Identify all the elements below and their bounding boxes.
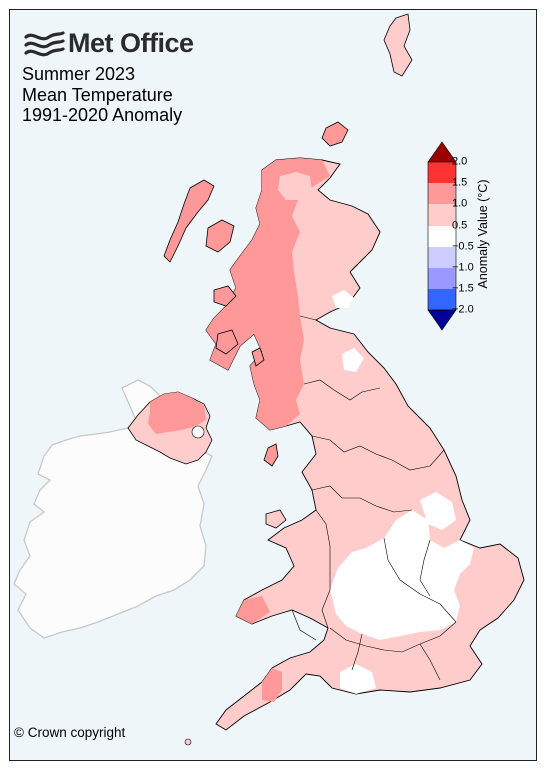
borders-neutral-patch [342,348,364,372]
anglesey [265,509,287,529]
scotland-pale-patch [278,172,312,200]
outer-hebrides [163,179,215,263]
east-coast-neutral-patch [420,492,456,530]
pembrokeshire-warm-zone [236,596,270,624]
map-title: Summer 2023 Mean Temperature 1991-2020 A… [22,64,182,126]
met-office-waves-icon [24,30,65,56]
islay [215,329,239,355]
colorbar-tick: −2.0 [452,303,474,316]
regional-boundaries [291,315,457,681]
colorbar-bin-minus-0.5-1.0 [428,247,456,268]
title-line-1: Summer 2023 [22,64,136,84]
colorbar-tick: −1.5 [452,282,474,295]
colorbar-tick: 2.0 [452,155,468,168]
colorbar-bin-minus-1.0-1.5 [428,268,456,289]
colorbar-tick: 1.0 [452,197,468,210]
colorbar-bin-1.5-2.0 [428,162,456,183]
scotland-west-warm-zone [206,158,330,430]
colorbar-tick: 0.5 [452,219,468,232]
arran [251,347,265,367]
colorbar-tick: −0.5 [452,240,474,253]
mull [213,285,237,307]
logo-text: Met Office [68,28,194,58]
south-neutral-patch [340,664,376,694]
northern-ireland-warm-zone [148,392,206,434]
colorbar-label: Anomaly Value (°C) [476,179,490,289]
lough-neagh [191,425,205,439]
colorbar-bin-1.0-1.5 [428,183,456,204]
skye [205,219,235,253]
colorbar-outline [427,161,457,311]
copyright-notice: © Crown copyright [14,725,126,740]
colorbar-bin-minus-1.5-2.0 [428,289,456,310]
channel-islands [184,738,192,746]
colorbar-bin-0.5-1.0 [428,204,456,226]
orkney [321,121,349,147]
midlands-neutral-region [330,510,474,640]
isle-of-man [263,443,279,467]
shetland [383,13,413,77]
colorbar-bin-neutral [428,226,456,247]
colorbar-tick: −1.0 [452,261,474,274]
aberdeenshire-neutral-patch [332,290,354,308]
met-office-logo: Met Office [23,28,194,59]
title-line-2: Mean Temperature [22,84,173,105]
title-line-3: 1991-2020 Anomaly [22,105,183,125]
colorbar-tick: 1.5 [452,176,468,189]
devon-warm-zone [262,668,282,702]
